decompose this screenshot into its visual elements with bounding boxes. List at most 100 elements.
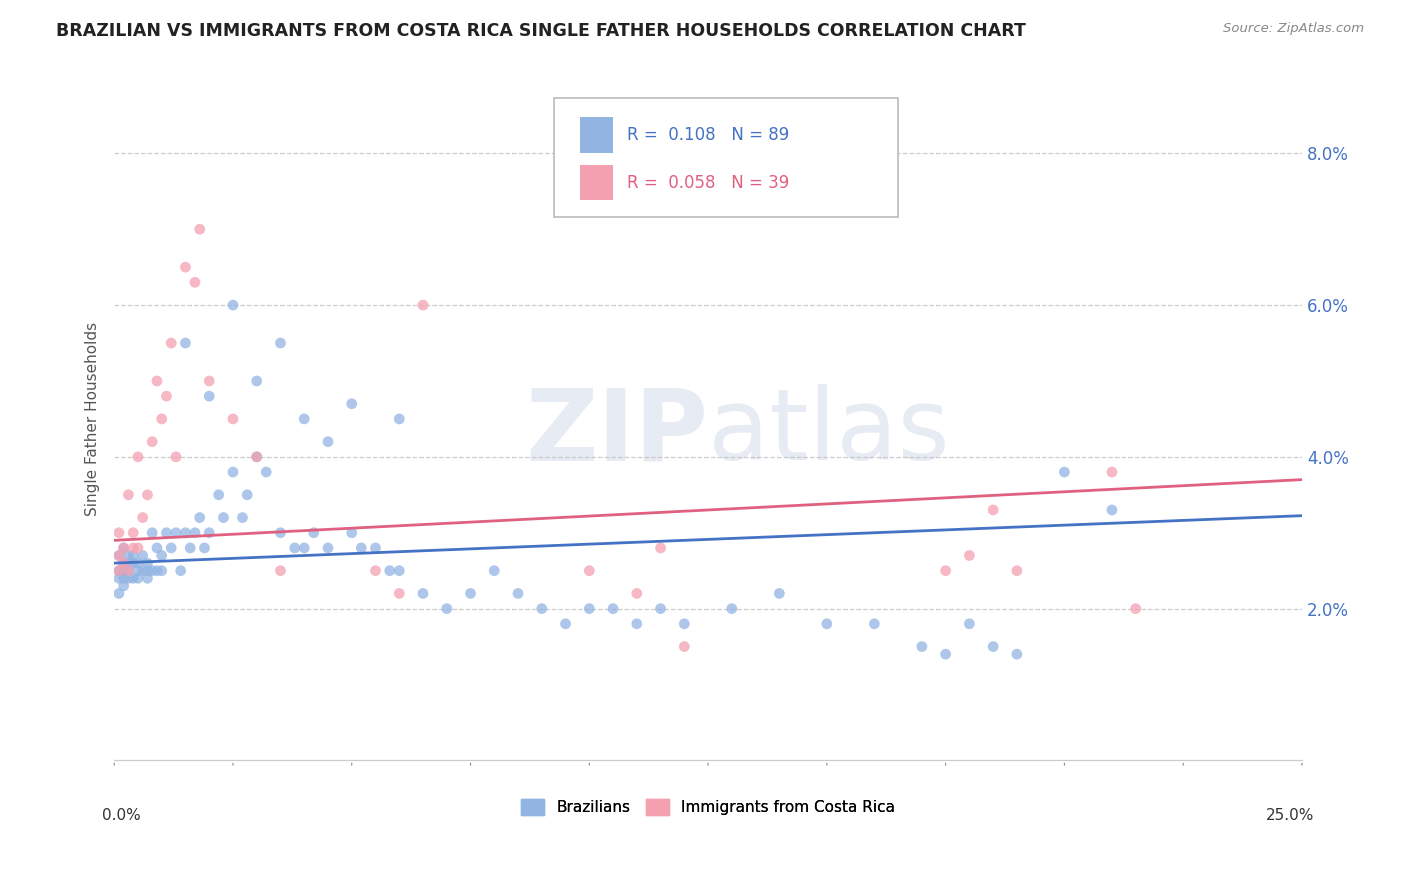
Point (117, 556, 139, 570)
Point (460, 586, 482, 600)
Point (1101, 465, 1123, 479)
Point (340, 397, 363, 411)
Point (364, 564, 387, 578)
Point (412, 298, 434, 312)
Point (193, 541, 215, 555)
Point (254, 465, 277, 479)
FancyBboxPatch shape (554, 98, 898, 218)
Point (316, 541, 339, 555)
Point (506, 586, 529, 600)
Point (174, 336, 197, 351)
Point (302, 525, 325, 540)
Point (146, 541, 169, 555)
Point (146, 374, 169, 388)
Point (198, 525, 221, 540)
Point (530, 601, 553, 615)
Point (364, 541, 387, 555)
Y-axis label: Single Father Households: Single Father Households (86, 322, 100, 516)
Point (127, 571, 149, 585)
Point (117, 564, 139, 578)
Point (117, 549, 139, 563)
Point (146, 564, 169, 578)
Point (1101, 503, 1123, 517)
Point (112, 541, 135, 555)
Point (122, 525, 145, 540)
Point (284, 541, 307, 555)
Point (108, 525, 131, 540)
Point (108, 586, 131, 600)
Text: 0.0%: 0.0% (103, 808, 141, 823)
Point (578, 564, 600, 578)
Point (198, 389, 221, 403)
Point (340, 525, 363, 540)
FancyBboxPatch shape (579, 165, 613, 201)
Text: atlas: atlas (709, 384, 949, 481)
Point (246, 374, 269, 388)
Text: ZIP: ZIP (526, 384, 709, 481)
Point (184, 525, 207, 540)
Point (1125, 601, 1147, 615)
Point (141, 525, 163, 540)
Point (602, 601, 624, 615)
Point (208, 488, 231, 502)
Point (388, 586, 411, 600)
Point (650, 541, 672, 555)
Point (179, 541, 201, 555)
Point (935, 564, 957, 578)
Point (316, 434, 339, 449)
Point (131, 564, 153, 578)
Point (554, 616, 576, 631)
Text: R =  0.058   N = 39: R = 0.058 N = 39 (627, 174, 790, 193)
Point (222, 412, 245, 426)
Point (127, 541, 149, 555)
Point (165, 450, 187, 464)
Point (174, 260, 197, 274)
Point (768, 586, 790, 600)
Legend: Brazilians, Immigrants from Costa Rica: Brazilians, Immigrants from Costa Rica (515, 793, 901, 821)
Point (122, 571, 145, 585)
Point (981, 640, 1004, 654)
Point (378, 564, 401, 578)
Point (122, 556, 145, 570)
Point (626, 586, 648, 600)
Point (1005, 564, 1028, 578)
Point (127, 564, 149, 578)
Point (141, 434, 163, 449)
Point (122, 549, 145, 563)
Point (112, 571, 135, 585)
Point (112, 564, 135, 578)
Point (863, 616, 886, 631)
Point (108, 549, 131, 563)
Point (269, 564, 291, 578)
Point (246, 450, 269, 464)
Point (112, 579, 135, 593)
Point (108, 564, 131, 578)
Point (155, 525, 177, 540)
Point (165, 525, 187, 540)
Point (957, 616, 980, 631)
Point (815, 616, 838, 631)
Point (184, 276, 207, 290)
Point (150, 549, 173, 563)
Point (269, 525, 291, 540)
Point (170, 564, 193, 578)
Point (981, 503, 1004, 517)
Point (436, 601, 458, 615)
Text: R =  0.108   N = 89: R = 0.108 N = 89 (627, 127, 790, 145)
Point (269, 336, 291, 351)
Point (160, 336, 183, 351)
Point (136, 571, 159, 585)
Point (350, 541, 373, 555)
Point (935, 647, 957, 661)
Point (108, 564, 131, 578)
Point (484, 564, 506, 578)
Point (188, 510, 211, 524)
Point (1053, 465, 1076, 479)
Point (292, 412, 315, 426)
Point (188, 222, 211, 236)
Point (957, 549, 980, 563)
Point (136, 556, 159, 570)
Point (117, 564, 139, 578)
Point (721, 601, 744, 615)
Point (127, 556, 149, 570)
